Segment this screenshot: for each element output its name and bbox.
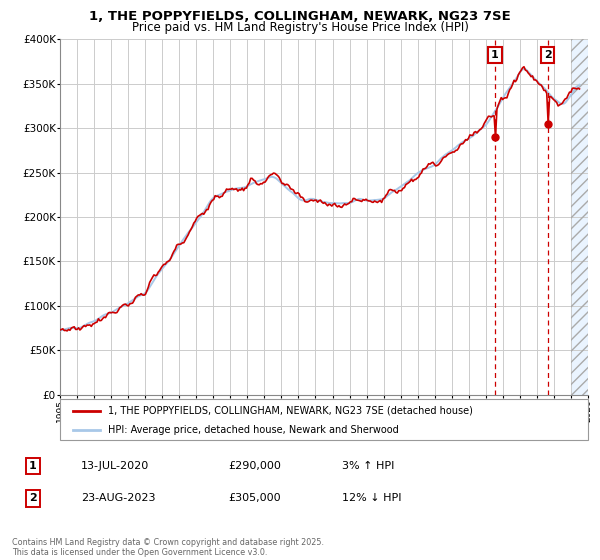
Bar [571, 39, 588, 395]
Text: 2: 2 [544, 50, 551, 60]
Text: 1: 1 [491, 50, 499, 60]
Text: 1, THE POPPYFIELDS, COLLINGHAM, NEWARK, NG23 7SE: 1, THE POPPYFIELDS, COLLINGHAM, NEWARK, … [89, 10, 511, 23]
Text: Price paid vs. HM Land Registry's House Price Index (HPI): Price paid vs. HM Land Registry's House … [131, 21, 469, 34]
Text: 1: 1 [29, 461, 37, 471]
Text: 3% ↑ HPI: 3% ↑ HPI [342, 461, 394, 471]
Text: Contains HM Land Registry data © Crown copyright and database right 2025.
This d: Contains HM Land Registry data © Crown c… [12, 538, 324, 557]
Text: £305,000: £305,000 [228, 493, 281, 503]
Text: 23-AUG-2023: 23-AUG-2023 [81, 493, 155, 503]
FancyBboxPatch shape [60, 399, 588, 440]
Text: HPI: Average price, detached house, Newark and Sherwood: HPI: Average price, detached house, Newa… [107, 424, 398, 435]
Text: £290,000: £290,000 [228, 461, 281, 471]
Text: 2: 2 [29, 493, 37, 503]
Text: 12% ↓ HPI: 12% ↓ HPI [342, 493, 401, 503]
Text: 13-JUL-2020: 13-JUL-2020 [81, 461, 149, 471]
Bar [571, 39, 588, 395]
Text: 1, THE POPPYFIELDS, COLLINGHAM, NEWARK, NG23 7SE (detached house): 1, THE POPPYFIELDS, COLLINGHAM, NEWARK, … [107, 405, 472, 416]
